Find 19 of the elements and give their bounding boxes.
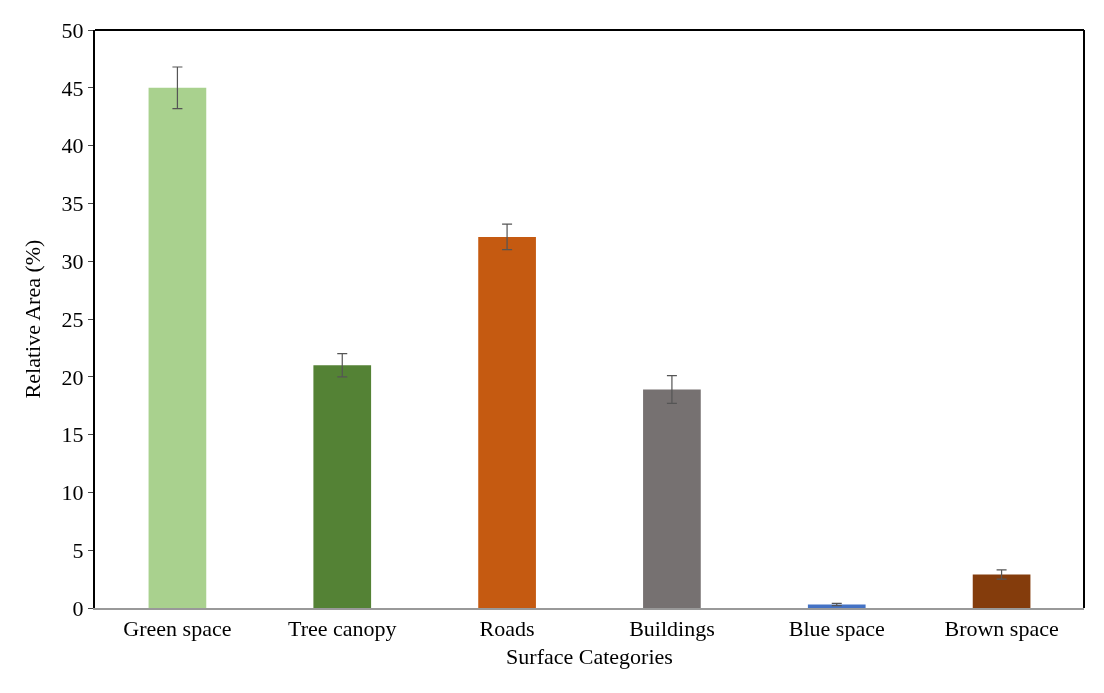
x-tick-label: Blue space xyxy=(788,616,885,642)
y-axis-title: Relative Area (%) xyxy=(19,239,45,399)
y-tick-label: 40 xyxy=(61,133,84,159)
y-tick-label: 25 xyxy=(61,306,84,332)
y-tick-label: 30 xyxy=(61,248,84,274)
x-tick-label: Green space xyxy=(123,616,232,642)
y-tick-label: 50 xyxy=(61,17,84,43)
y-tick-label: 35 xyxy=(61,191,84,217)
x-tick-label: Tree canopy xyxy=(287,616,397,642)
x-tick-label: Roads xyxy=(479,616,535,642)
x-tick-label: Brown space xyxy=(944,616,1059,642)
y-tick-label: 20 xyxy=(61,364,84,390)
x-axis-title: Surface Categories xyxy=(506,643,673,669)
y-tick-label: 5 xyxy=(72,537,84,563)
y-tick-label: 10 xyxy=(61,480,84,506)
y-tick-label: 15 xyxy=(61,422,84,448)
y-tick-label: 0 xyxy=(72,595,84,621)
y-tick-label: 45 xyxy=(61,75,84,101)
x-tick-label: Buildings xyxy=(629,616,715,642)
